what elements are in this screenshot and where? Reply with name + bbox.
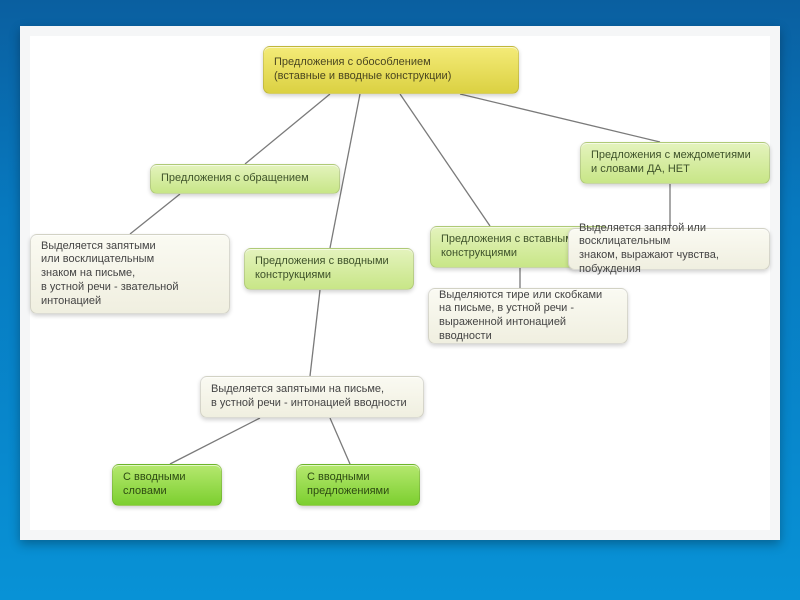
edge-root-n3 <box>400 94 490 226</box>
node-d3: Выделяются тире или скобками на письме, … <box>428 288 628 344</box>
node-n4: Предложения с междометиями и словами ДА,… <box>580 142 770 184</box>
slide-background: Предложения с обособлением (вставные и в… <box>0 0 800 600</box>
node-d2: Выделяется запятыми на письме, в устной … <box>200 376 424 418</box>
edge-root-n4 <box>460 94 660 142</box>
edge-d2-leaf1 <box>170 418 260 464</box>
node-n2: Предложения с вводными конструкциями <box>244 248 414 290</box>
node-root: Предложения с обособлением (вставные и в… <box>263 46 519 94</box>
diagram-canvas: Предложения с обособлением (вставные и в… <box>30 36 770 530</box>
node-d1: Выделяется запятыми или восклицательным … <box>30 234 230 314</box>
node-leaf2: С вводными предложениями <box>296 464 420 506</box>
edge-root-n1 <box>245 94 330 164</box>
edge-n1-d1 <box>130 194 180 234</box>
diagram-panel: Предложения с обособлением (вставные и в… <box>20 26 780 540</box>
node-d4: Выделяется запятой или восклицательным з… <box>568 228 770 270</box>
node-leaf1: С вводными словами <box>112 464 222 506</box>
edge-d2-leaf2 <box>330 418 350 464</box>
node-n1: Предложения с обращением <box>150 164 340 194</box>
edge-n2-d2 <box>310 290 320 376</box>
